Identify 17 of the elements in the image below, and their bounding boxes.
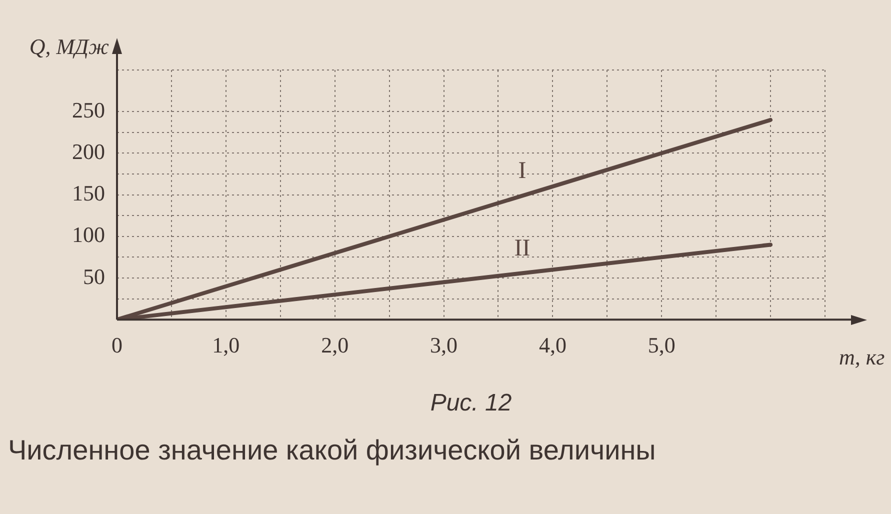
series-label: II	[514, 235, 530, 262]
x-axis-title: m, кг	[839, 344, 886, 370]
x-tick-label: 4,0	[538, 332, 566, 358]
text: Численное значение какой физической величины	[8, 434, 656, 466]
text: Рис. 12	[430, 389, 512, 416]
x-tick-label: 1,0	[212, 332, 240, 358]
x-tick-label: 5,0	[648, 332, 676, 358]
x-tick-label: 2,0	[321, 332, 349, 358]
series-label: I	[518, 158, 526, 184]
y-axis-title: Q, МДж	[29, 34, 110, 59]
y-tick-label: 200	[72, 138, 105, 164]
y-tick-label: 50	[83, 264, 105, 289]
y-tick-label: 150	[72, 180, 105, 206]
x-tick-label: 0	[112, 332, 122, 358]
y-tick-label: 100	[72, 222, 105, 248]
y-tick-label: 250	[72, 97, 105, 122]
x-tick-label: 3,0	[430, 332, 458, 358]
